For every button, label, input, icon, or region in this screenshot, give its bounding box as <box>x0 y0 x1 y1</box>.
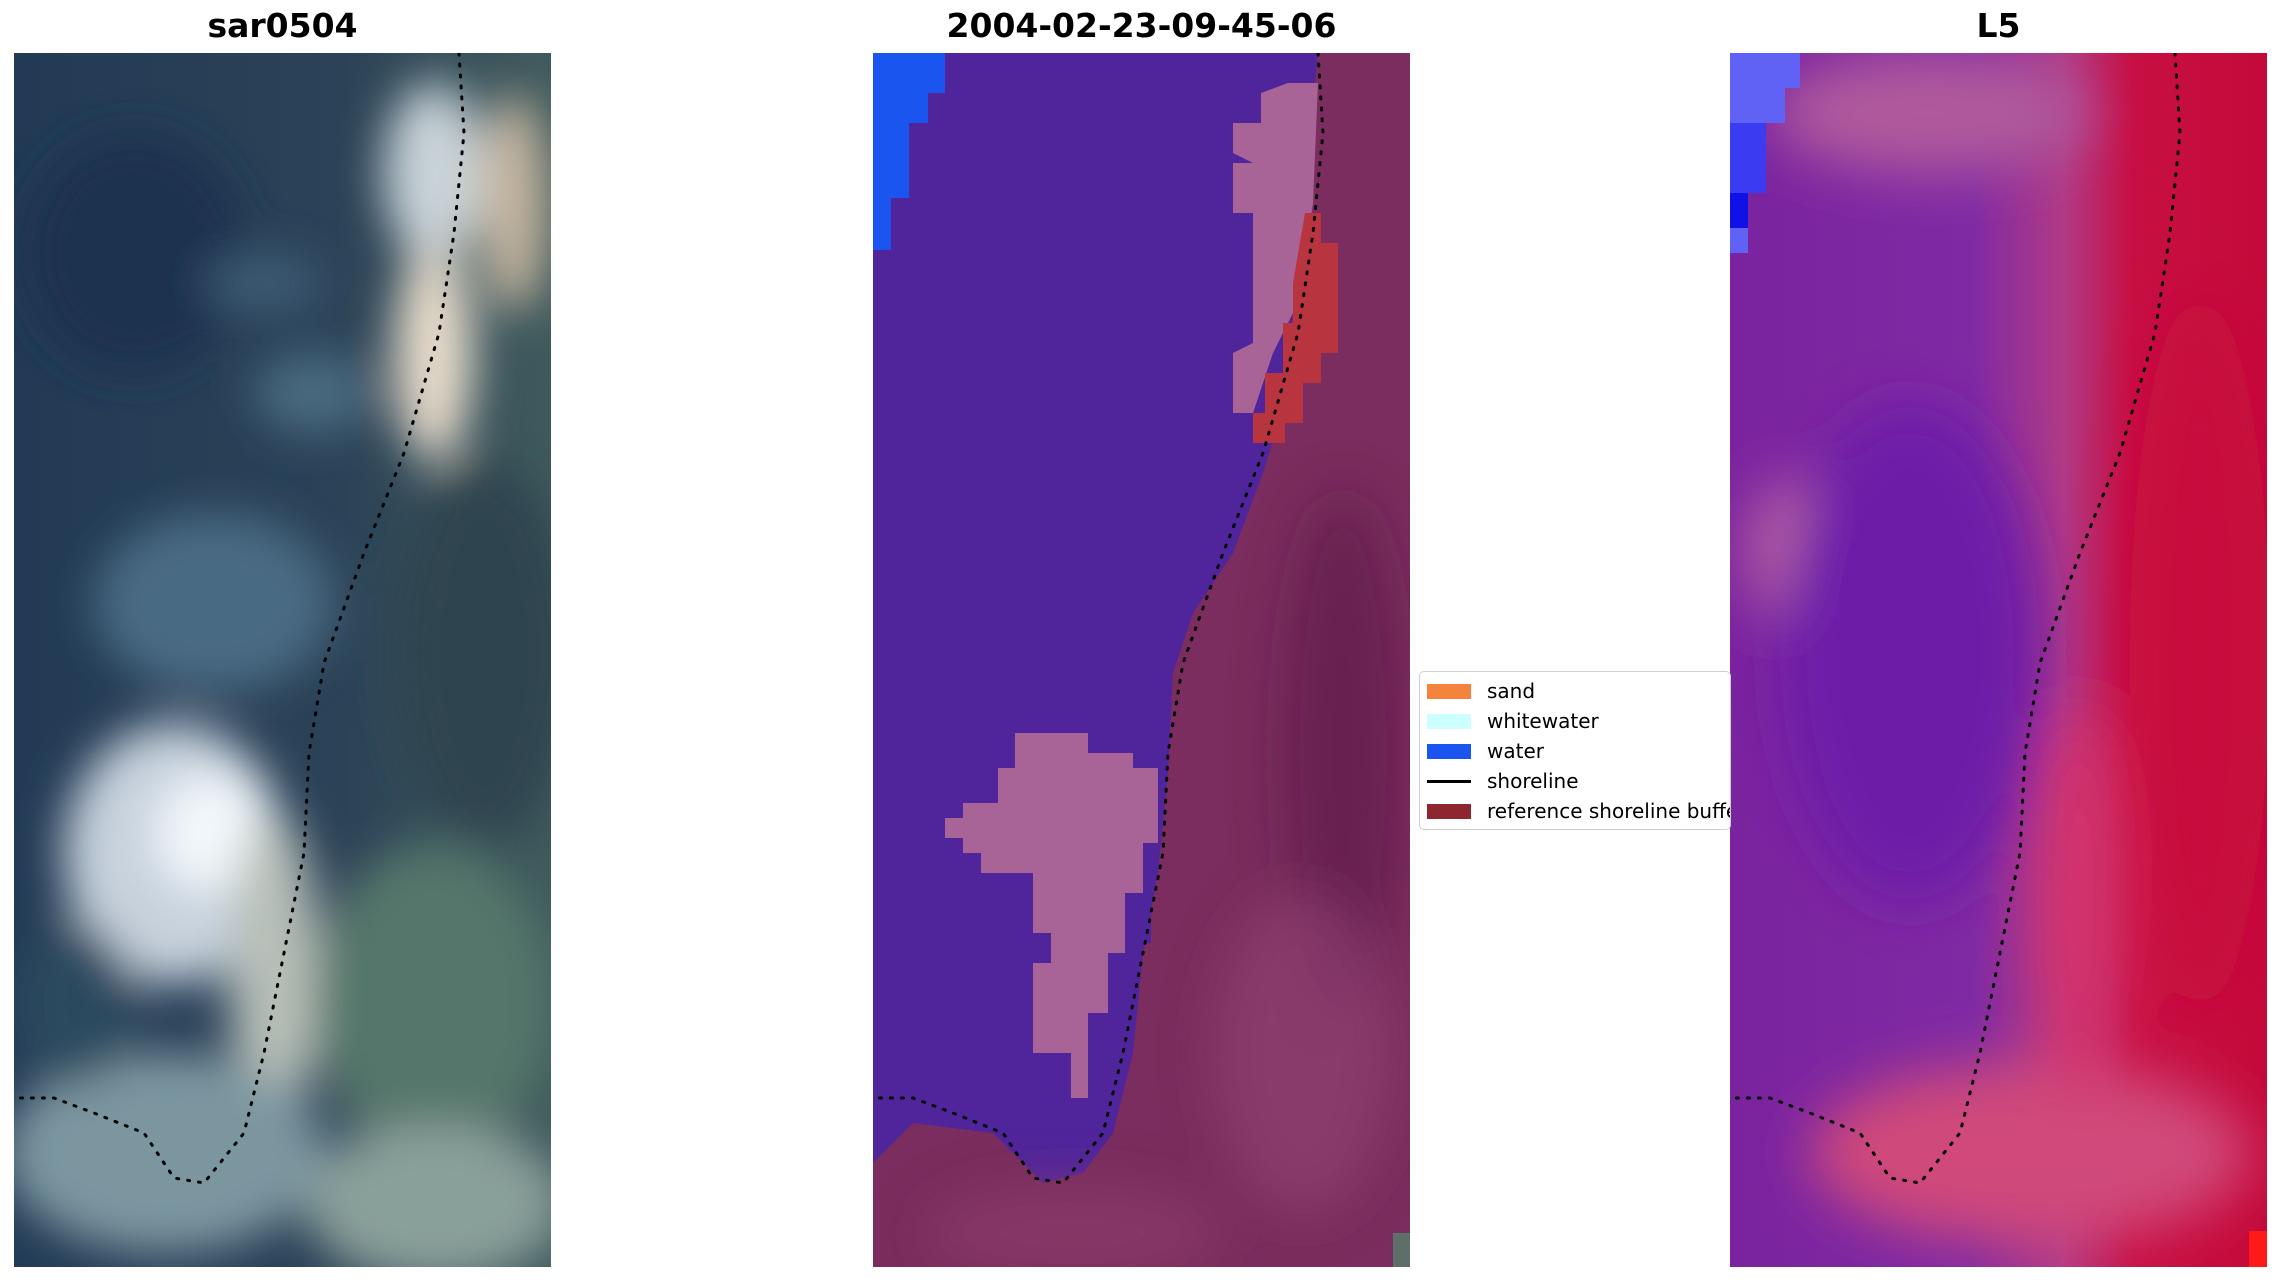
panel-title-classified: 2004-02-23-09-45-06 <box>946 6 1337 45</box>
legend: sand whitewater water shoreline referenc… <box>1419 671 1731 830</box>
legend-label-whitewater: whitewater <box>1487 709 1599 733</box>
rgb-satellite-image <box>14 53 551 1267</box>
legend-label-reference-buffer: reference shoreline buffer <box>1487 799 1731 823</box>
classified-image <box>873 53 1410 1267</box>
panel-title-index: L5 <box>1976 6 2021 45</box>
legend-item-reference-buffer: reference shoreline buffer <box>1427 798 1731 824</box>
sand-swatch <box>1427 683 1471 699</box>
legend-item-whitewater: whitewater <box>1427 708 1599 734</box>
legend-item-sand: sand <box>1427 678 1535 704</box>
water-swatch <box>1427 743 1471 759</box>
legend-label-water: water <box>1487 739 1544 763</box>
panel-title-rgb: sar0504 <box>207 6 358 45</box>
legend-item-water: water <box>1427 738 1544 764</box>
legend-label-shoreline: shoreline <box>1487 769 1579 793</box>
reference-buffer-swatch <box>1427 803 1471 819</box>
shoreline-swatch <box>1427 779 1471 783</box>
index-image <box>1730 53 2267 1267</box>
legend-label-sand: sand <box>1487 679 1536 703</box>
legend-item-shoreline: shoreline <box>1427 768 1579 794</box>
whitewater-swatch <box>1427 713 1471 729</box>
